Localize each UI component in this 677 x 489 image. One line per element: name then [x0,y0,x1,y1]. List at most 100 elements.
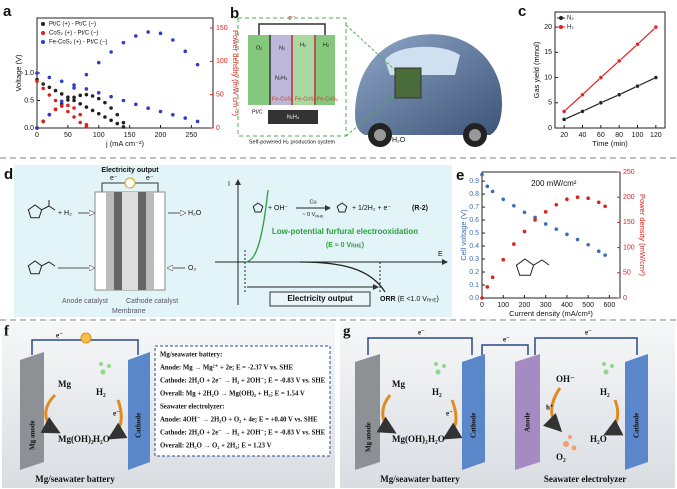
x-tick-label: 0 [35,132,39,139]
x-tick-label: 150 [124,132,136,139]
equation: Cathode: 2H₂O + 2e⁻ → H₂ + 2OH⁻; E = -0.… [160,378,326,385]
label: e⁻ [288,15,296,22]
data-point [598,100,604,105]
legend-label: H₂ [567,25,574,31]
data-point [480,296,484,300]
y-tick-label: 15 [544,49,552,56]
data-point [109,118,113,123]
data-point [47,85,52,90]
data-point [653,24,659,30]
label: (E ≈ 0 VRHE) [326,242,364,250]
y-tick-label: 1.0 [24,70,34,77]
data-point [603,253,607,257]
label-part: RHE [315,214,324,219]
data-point [121,120,126,125]
data-point [598,75,604,80]
legend-marker [41,31,45,35]
label: H₂ [323,42,329,48]
shape [394,67,422,99]
y2-tick-label: 200 [623,194,635,201]
data-point [512,242,516,246]
data-point [78,112,83,117]
data-point [115,112,120,117]
data-point [72,86,76,90]
y-tick-label: 0.4 [469,243,479,250]
shape [603,369,609,375]
panel-g: g e⁻ e⁻ e⁻ Mg anode Mg Mg(OH)₂ H₂ e⁻ H₂O… [340,322,675,488]
shape [252,202,264,213]
data-point [96,96,101,101]
data-point [84,92,89,97]
data-point [72,95,76,100]
data-point [72,115,76,119]
shape [345,94,396,137]
shape [533,259,550,266]
shape [442,399,463,440]
data-point [59,79,64,84]
data-point [84,87,89,91]
shape [563,441,569,447]
data-point [596,200,601,205]
label: I [228,181,230,188]
y2-tick-label: 50 [216,92,224,99]
shape [268,110,318,124]
panel-label: a [3,3,12,20]
x-tick-label: 0 [480,302,484,309]
x-tick-label: 120 [650,132,662,139]
data-point [561,109,567,114]
label: Cathode [633,413,641,438]
data-point [561,117,567,122]
shape [292,35,315,105]
label: e⁻ [56,332,63,340]
data-point [603,204,607,209]
shape [128,352,150,470]
shape [376,394,397,434]
y2-tick-label: 50 [623,270,631,277]
label: + 1/2H₂ + e⁻ [352,205,391,212]
data-point [72,83,76,87]
data-point [543,210,548,214]
data-point [134,102,138,107]
label: Pt/C [252,109,263,115]
shape [571,445,577,451]
shape [107,364,111,368]
x-tick-label: 100 [93,132,105,139]
shape [114,192,122,290]
label: Mg/seawater battery [35,474,115,484]
label-part: RHE [427,298,437,303]
shape [80,332,92,344]
label: Membrane [112,308,146,315]
y-tick-label: 0.5 [24,97,34,104]
shape [138,192,146,290]
data-point [78,102,83,106]
label: Cathode [470,413,478,438]
x-axis-label: Time (min) [592,139,628,148]
data-point [66,95,70,99]
label: Seawater electrolyzer [544,474,626,484]
legend-label: CoS₂ (+) - Pt/C (−) [49,31,98,37]
data-point [158,109,163,114]
data-point [59,104,64,108]
data-point [635,83,640,89]
label-part: (E <1.0 V [398,296,428,303]
y-tick-label: 0.6 [469,217,479,224]
y-axis-label: Gas yield (mmol) [532,41,541,98]
y-axis-label: Cell voltage (V) [459,209,468,261]
data-point [575,195,580,199]
data-point [66,109,70,114]
data-point [96,91,101,95]
data-point [96,60,101,65]
data-point [616,58,622,64]
data-point [575,237,580,242]
label: O₂ [256,45,262,51]
data-point [47,93,52,97]
annotation: 200 mW/cm² [531,179,577,188]
shape [299,261,386,293]
label-part: ORR [380,296,396,303]
label: N₂ [279,45,285,51]
data-point [586,242,590,247]
data-point [41,119,45,124]
data-point [171,38,175,42]
panel-b: b e⁻ O₂ N₂ H₂ H₂ Pt/C N₂H₄ Fe-CoS₂ Fe-Co… [230,5,502,147]
shape [107,399,128,440]
